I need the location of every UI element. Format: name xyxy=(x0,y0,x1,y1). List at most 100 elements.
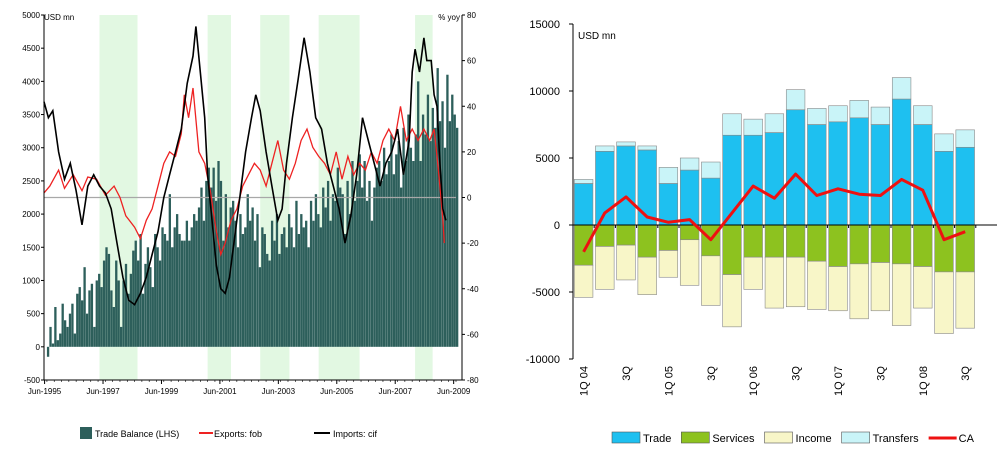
left-y-tick-label: 2000 xyxy=(22,210,40,219)
trade-balance-bar xyxy=(300,214,303,347)
trade-balance-bar xyxy=(234,220,237,347)
trade-balance-bar xyxy=(263,234,266,347)
income-bar xyxy=(743,256,763,290)
transfers-bar xyxy=(637,145,657,151)
trade-bar xyxy=(658,183,679,226)
trade-balance-bar xyxy=(59,333,62,347)
trade-balance-bar xyxy=(368,180,371,347)
trade-balance-bar xyxy=(219,180,223,347)
trade-balance-bar xyxy=(224,194,227,347)
trade-balance-bar xyxy=(297,234,301,347)
trade-balance-bar xyxy=(302,227,305,347)
left-y-tick-label: 3000 xyxy=(22,144,40,153)
y-tick-label: 10000 xyxy=(529,86,560,98)
left-y-tick-label: 1000 xyxy=(22,276,40,285)
x-tick-label: 1Q 08 xyxy=(918,366,930,396)
right-y-tick-label: -60 xyxy=(467,330,479,339)
trade-balance-bar xyxy=(102,260,106,347)
trade-balance-bar xyxy=(139,234,142,347)
x-tick-label: Jun-2001 xyxy=(203,387,237,396)
trade-balance-bar xyxy=(222,240,225,347)
income-bar xyxy=(764,256,785,309)
trade-balance-bar xyxy=(348,214,352,347)
trade-balance-bar xyxy=(453,114,456,347)
trade-balance-bar xyxy=(426,94,430,347)
trade-balance-bar xyxy=(73,333,77,347)
trade-balance-bar xyxy=(49,326,52,347)
trade-balance-bar xyxy=(185,220,189,347)
trade-monthly-chart: -500 0 500 1000 1500 2000 2500 3000 3500 4000 4500… xyxy=(22,11,479,439)
trade-balance-bar xyxy=(183,240,186,347)
trade-balance-bar xyxy=(424,134,427,347)
trade-bar xyxy=(955,146,975,226)
income-bar xyxy=(595,246,615,290)
trade-balance-bar xyxy=(382,147,386,347)
trade-balance-bar xyxy=(329,220,332,347)
trade-balance-bar xyxy=(258,267,262,347)
trade-balance-bar xyxy=(351,161,354,347)
trade-balance-bar xyxy=(253,240,257,347)
y-tick-label: -10000 xyxy=(526,354,560,366)
services-bar xyxy=(807,224,827,262)
x-tick-label: Jun-1995 xyxy=(28,387,62,396)
services-bar xyxy=(828,224,848,267)
trade-balance-bar xyxy=(341,194,344,347)
trade-balance-bar xyxy=(404,161,408,347)
trade-balance-bar xyxy=(421,114,425,347)
trade-balance-bar xyxy=(431,107,434,347)
trade-balance-bar xyxy=(132,250,135,347)
transfers-bar xyxy=(679,157,700,171)
trade-balance-bar xyxy=(129,273,133,347)
income-bar xyxy=(849,263,869,320)
trade-balance-bar xyxy=(85,313,89,347)
trade-balance-bar xyxy=(205,180,208,347)
trade-balance-bar xyxy=(124,263,128,347)
trade-balance-bar xyxy=(317,214,320,347)
income-bar xyxy=(913,266,933,309)
trade-balance-bar xyxy=(385,174,388,347)
trade-balance-bar xyxy=(283,227,286,347)
trade-balance-bar xyxy=(361,187,364,347)
right-y-tick-label: 80 xyxy=(467,11,476,20)
trade-balance-bar xyxy=(417,81,420,347)
trade-balance-bar xyxy=(88,290,91,347)
trade-balance-bar xyxy=(280,234,283,347)
trade-balance-bar xyxy=(292,247,296,347)
trade-balance-bar xyxy=(119,326,123,347)
trade-bar xyxy=(785,109,806,226)
trade-balance-bar xyxy=(71,303,74,347)
trade-balance-bar xyxy=(309,200,313,347)
trade-bar xyxy=(891,98,912,226)
trade-balance-bar xyxy=(154,234,157,347)
left-y-tick-label: 1500 xyxy=(22,243,40,252)
trade-balance-bar xyxy=(78,287,81,347)
transfers-bar xyxy=(913,105,933,125)
trade-balance-bar xyxy=(305,220,308,347)
trade-balance-bar xyxy=(397,141,400,347)
trade-balance-bar xyxy=(168,194,171,347)
trade-balance-bar xyxy=(419,161,422,347)
trade-balance-bar xyxy=(122,280,125,347)
trade-balance-bar xyxy=(434,127,437,347)
trade-balance-bar xyxy=(409,147,413,347)
trade-balance-bar xyxy=(399,187,403,347)
income-bar xyxy=(870,262,891,312)
y-tick-label: 15000 xyxy=(529,19,560,31)
trade-balance-bar xyxy=(231,200,235,347)
transfers-bar xyxy=(573,179,594,184)
transfers-bar xyxy=(701,161,721,179)
legend-label-imports: Imports: cif xyxy=(333,429,378,439)
services-bar xyxy=(849,224,869,265)
income-bar xyxy=(891,263,912,326)
x-tick-label: 1Q 04 xyxy=(579,366,591,396)
trade-balance-bar xyxy=(285,247,288,347)
trade-balance-bar xyxy=(448,121,452,347)
x-tick-label: 3Q xyxy=(706,366,718,381)
trade-balance-bar xyxy=(200,187,203,347)
trade-balance-bar xyxy=(251,207,254,347)
left-y-tick-label: 4500 xyxy=(22,44,40,53)
trade-balance-bar xyxy=(266,253,269,347)
trade-balance-bar xyxy=(412,161,415,347)
transfers-bar xyxy=(616,141,636,147)
trade-balance-bar xyxy=(151,287,154,347)
